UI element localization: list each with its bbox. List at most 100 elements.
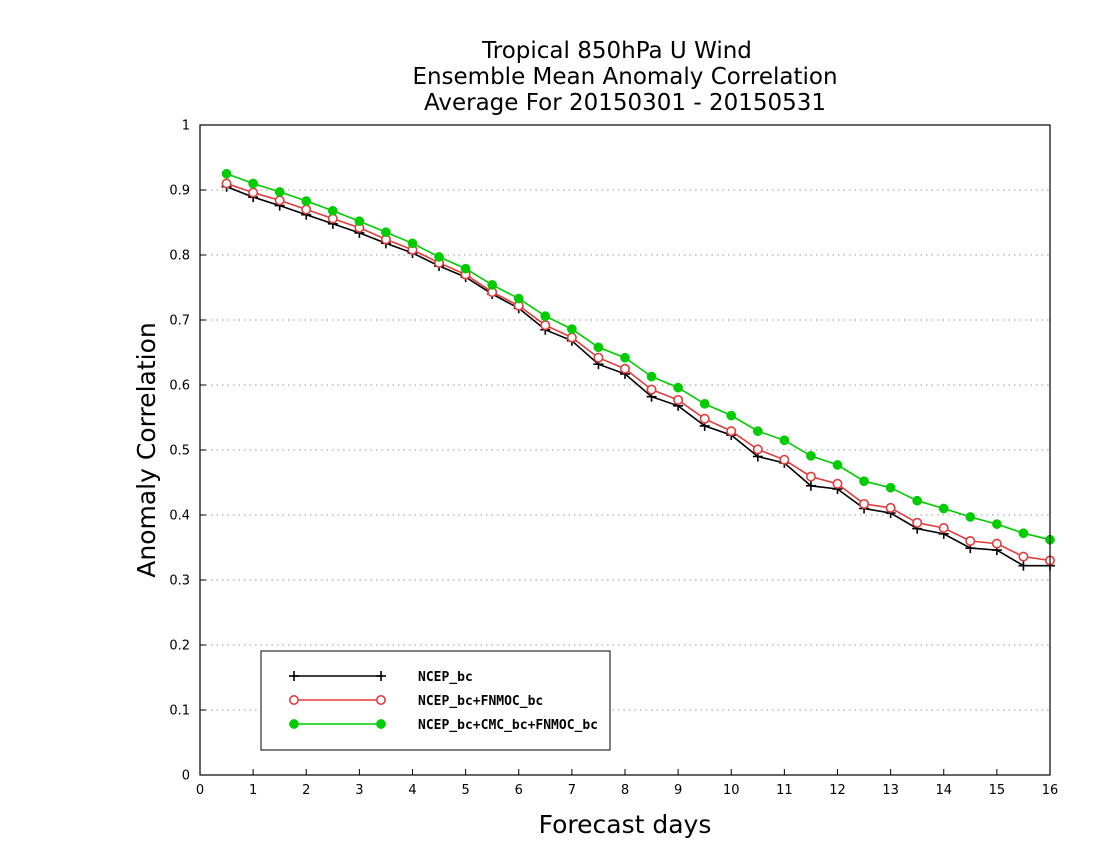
- title-line-3: Average For 20150301 - 20150531: [424, 90, 826, 116]
- data-point-ncep-bc-fnmoc-bc: [274, 195, 285, 206]
- x-tick-label: 8: [621, 783, 629, 798]
- data-point-ncep-bc-cmc-bc-fnmoc-bc: [381, 227, 391, 238]
- y-tick-label: 1: [182, 119, 190, 134]
- x-tick-label: 14: [935, 783, 952, 798]
- data-point-ncep-bc-cmc-bc-fnmoc-bc: [1018, 528, 1029, 539]
- legend-item-ncep-bc-cmc-bc-fnmoc-bc: NCEP_bc+CMC_bc+FNMOC_bc: [289, 718, 598, 733]
- data-point-ncep-bc-cmc-bc-fnmoc-bc: [832, 460, 843, 470]
- y-tick-label: 0.8: [169, 249, 190, 264]
- data-point-ncep-bc-fnmoc-bc: [991, 538, 1002, 549]
- x-tick-label: 11: [776, 783, 793, 798]
- data-point-ncep-bc-cmc-bc-fnmoc-bc: [460, 263, 471, 274]
- x-tick-label: 1: [249, 783, 257, 798]
- series-lines: [221, 168, 1056, 571]
- data-point-ncep-bc-fnmoc-bc: [593, 352, 604, 363]
- data-point-ncep-bc-cmc-bc-fnmoc-bc: [434, 252, 444, 262]
- x-tick-label: 7: [568, 783, 576, 798]
- x-tick-label: 16: [1042, 783, 1059, 798]
- legend-marker: [376, 671, 386, 681]
- legend-item-ncep-bc: NCEP_bc: [289, 670, 473, 685]
- data-point-ncep-bc-fnmoc-bc: [885, 502, 896, 513]
- data-point-ncep-bc-cmc-bc-fnmoc-bc: [248, 178, 258, 189]
- data-point-ncep-bc-fnmoc-bc: [646, 384, 657, 395]
- x-tick-label: 12: [829, 783, 846, 798]
- x-tick-label: 6: [515, 783, 523, 798]
- data-point-ncep-bc-cmc-bc-fnmoc-bc: [992, 519, 1002, 529]
- x-axis-title: Forecast days: [539, 810, 712, 839]
- data-point-ncep-bc-cmc-bc-fnmoc-bc: [354, 216, 365, 227]
- data-point-ncep-bc-cmc-bc-fnmoc-bc: [859, 476, 869, 487]
- x-tick-label: 3: [355, 783, 363, 798]
- data-point-ncep-bc-cmc-bc-fnmoc-bc: [699, 399, 710, 409]
- y-axis-title: Anomaly Correlation: [132, 322, 161, 577]
- gridlines: [200, 189, 1050, 711]
- series-line-ncep-bc: [226, 186, 1050, 567]
- data-point-ncep-bc-fnmoc-bc: [1018, 551, 1029, 562]
- y-tick-label: 0.6: [169, 379, 190, 394]
- data-point-ncep-bc-fnmoc-bc: [699, 413, 710, 424]
- x-tick-label: 10: [723, 783, 740, 798]
- y-axis-ticks: 0 0.1 0.2 0.3 0.4 0.5 0.6 0.7 0.8 0.9 1: [169, 119, 206, 784]
- legend-marker: [376, 719, 386, 729]
- data-point-ncep-bc: [1018, 560, 1029, 571]
- data-point-ncep-bc-cmc-bc-fnmoc-bc: [806, 451, 816, 461]
- data-point-ncep-bc-fnmoc-bc: [912, 517, 923, 528]
- data-point-ncep-bc-fnmoc-bc: [752, 444, 763, 455]
- data-point-ncep-bc-cmc-bc-fnmoc-bc: [752, 426, 763, 436]
- legend-label: NCEP_bc+FNMOC_bc: [418, 694, 543, 709]
- data-point-ncep-bc-cmc-bc-fnmoc-bc: [221, 168, 232, 179]
- legend-marker: [375, 694, 386, 705]
- data-point-ncep-bc-fnmoc-bc: [619, 363, 630, 374]
- y-tick-label: 0: [182, 769, 190, 784]
- series-ncep-bc-fnmoc-bc: [221, 178, 1056, 566]
- data-point-ncep-bc-cmc-bc-fnmoc-bc: [327, 205, 338, 216]
- y-tick-label: 0.9: [169, 184, 190, 199]
- series-ncep-bc-cmc-bc-fnmoc-bc: [221, 168, 1055, 545]
- data-point-ncep-bc-cmc-bc-fnmoc-bc: [274, 187, 285, 197]
- legend-marker: [289, 719, 299, 729]
- data-point-ncep-bc-fnmoc-bc: [221, 178, 232, 189]
- data-point-ncep-bc-cmc-bc-fnmoc-bc: [567, 324, 577, 334]
- y-tick-label: 0.1: [169, 704, 190, 719]
- data-point-ncep-bc-cmc-bc-fnmoc-bc: [938, 503, 949, 514]
- data-point-ncep-bc-fnmoc-bc: [938, 522, 949, 533]
- data-point-ncep-bc-fnmoc-bc: [673, 394, 684, 405]
- x-tick-label: 15: [989, 783, 1006, 798]
- x-tick-label: 5: [461, 783, 469, 798]
- legend-label: NCEP_bc+CMC_bc+FNMOC_bc: [418, 718, 598, 733]
- legend-label: NCEP_bc: [418, 670, 473, 685]
- x-tick-label: 2: [302, 783, 310, 798]
- data-point-ncep-bc-fnmoc-bc: [832, 478, 843, 489]
- data-point-ncep-bc-cmc-bc-fnmoc-bc: [540, 311, 551, 321]
- data-point-ncep-bc-fnmoc-bc: [965, 535, 976, 546]
- y-tick-label: 0.3: [169, 574, 190, 589]
- data-point-ncep-bc-cmc-bc-fnmoc-bc: [301, 196, 312, 206]
- y-tick-label: 0.5: [169, 444, 190, 459]
- data-point-ncep-bc-cmc-bc-fnmoc-bc: [779, 435, 790, 446]
- data-point-ncep-bc-cmc-bc-fnmoc-bc: [673, 382, 683, 393]
- data-point-ncep-bc-cmc-bc-fnmoc-bc: [885, 482, 896, 493]
- x-tick-label: 0: [196, 783, 204, 798]
- data-point-ncep-bc-fnmoc-bc: [859, 498, 870, 509]
- y-tick-label: 0.2: [169, 639, 190, 654]
- data-point-ncep-bc-cmc-bc-fnmoc-bc: [912, 495, 923, 506]
- data-point-ncep-bc-fnmoc-bc: [726, 426, 737, 437]
- data-point-ncep-bc: [805, 480, 816, 491]
- y-tick-label: 0.4: [169, 509, 190, 524]
- data-point-ncep-bc-fnmoc-bc: [805, 471, 816, 482]
- x-tick-label: 13: [882, 783, 899, 798]
- x-tick-label: 4: [408, 783, 416, 798]
- data-point-ncep-bc-cmc-bc-fnmoc-bc: [407, 238, 418, 249]
- data-point-ncep-bc-fnmoc-bc: [779, 454, 790, 465]
- data-point-ncep-bc-fnmoc-bc: [327, 213, 338, 224]
- legend: NCEP_bc NCEP_bc+FNMOC_bc NCEP_bc+CMC_bc+FN…: [260, 650, 611, 751]
- x-tick-label: 9: [674, 783, 682, 798]
- legend-item-ncep-bc-fnmoc-bc: NCEP_bc+FNMOC_bc: [288, 694, 543, 709]
- chart-title: Tropical 850hPa U Wind Ensemble Mean Ano…: [412, 38, 837, 116]
- data-point-ncep-bc-cmc-bc-fnmoc-bc: [646, 371, 657, 382]
- legend-marker: [289, 671, 299, 681]
- data-point-ncep-bc-fnmoc-bc: [301, 204, 312, 215]
- series-ncep-bc: [221, 181, 1055, 571]
- data-point-ncep-bc-cmc-bc-fnmoc-bc: [513, 293, 524, 304]
